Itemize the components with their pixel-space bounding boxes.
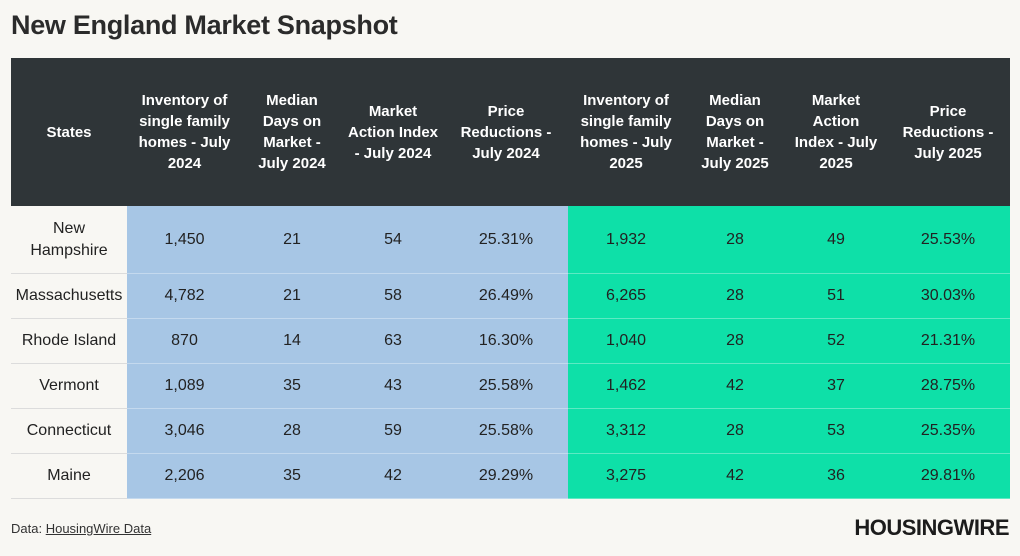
- column-header-7: Market Action Index - July 2025: [786, 58, 886, 206]
- value-cell: 25.35%: [886, 408, 1010, 454]
- value-cell: 28: [684, 273, 786, 319]
- value-cell: 43: [342, 363, 444, 409]
- value-cell: 49: [786, 206, 886, 274]
- table-row: New Hampshire 1,450 21 54 25.31% 1,932 28 49 25.…: [11, 206, 1010, 274]
- value-cell: 53: [786, 408, 886, 454]
- column-header-0: States: [11, 58, 127, 206]
- value-cell: 54: [342, 206, 444, 274]
- state-cell: Maine: [11, 453, 127, 499]
- value-cell: 25.53%: [886, 206, 1010, 274]
- state-cell: Vermont: [11, 363, 127, 409]
- value-cell: 37: [786, 363, 886, 409]
- value-cell: 42: [342, 453, 444, 499]
- value-cell: 28: [684, 318, 786, 364]
- value-cell: 36: [786, 453, 886, 499]
- table-row: Maine 2,206 35 42 29.29% 3,275 42 36 29.81%: [11, 453, 1010, 499]
- value-cell: 21: [242, 273, 342, 319]
- value-cell: 1,462: [568, 363, 684, 409]
- value-cell: 30.03%: [886, 273, 1010, 319]
- source-link[interactable]: HousingWire Data: [45, 521, 152, 536]
- value-cell: 58: [342, 273, 444, 319]
- footer-label: Data:: [11, 521, 43, 536]
- table-row: Vermont 1,089 35 43 25.58% 1,462 42 37 28.75%: [11, 363, 1010, 409]
- table-row: Massachusetts 4,782 21 58 26.49% 6,265 28 51 30.…: [11, 273, 1010, 319]
- data-source: Data: HousingWire Data: [11, 521, 151, 536]
- value-cell: 870: [127, 318, 242, 364]
- value-cell: 51: [786, 273, 886, 319]
- value-cell: 29.81%: [886, 453, 1010, 499]
- value-cell: 26.49%: [444, 273, 568, 319]
- value-cell: 29.29%: [444, 453, 568, 499]
- value-cell: 25.58%: [444, 408, 568, 454]
- header-row: States Inventory of single family homes -…: [11, 58, 1010, 206]
- table-row: Connecticut 3,046 28 59 25.58% 3,312 28 53 25.35…: [11, 408, 1010, 454]
- column-header-4: Price Reductions - July 2024: [444, 58, 568, 206]
- value-cell: 28: [684, 408, 786, 454]
- column-header-2: Median Days on Market - July 2024: [242, 58, 342, 206]
- table-row: Rhode Island 870 14 63 16.30% 1,040 28 52 21.31%: [11, 318, 1010, 364]
- value-cell: 3,312: [568, 408, 684, 454]
- value-cell: 1,932: [568, 206, 684, 274]
- state-cell: New Hampshire: [11, 206, 127, 274]
- value-cell: 28: [684, 206, 786, 274]
- value-cell: 21: [242, 206, 342, 274]
- value-cell: 52: [786, 318, 886, 364]
- value-cell: 14: [242, 318, 342, 364]
- value-cell: 59: [342, 408, 444, 454]
- column-header-1: Inventory of single family homes - July …: [127, 58, 242, 206]
- state-cell: Rhode Island: [11, 318, 127, 364]
- housingwire-logo: HOUSINGWIRE: [854, 515, 1009, 540]
- state-cell: Connecticut: [11, 408, 127, 454]
- column-header-5: Inventory of single family homes - July …: [568, 58, 684, 206]
- column-header-3: Market Action Index - July 2024: [342, 58, 444, 206]
- value-cell: 25.31%: [444, 206, 568, 274]
- column-header-8: Price Reductions - July 2025: [886, 58, 1010, 206]
- value-cell: 3,046: [127, 408, 242, 454]
- value-cell: 16.30%: [444, 318, 568, 364]
- value-cell: 1,040: [568, 318, 684, 364]
- market-table: States Inventory of single family homes -…: [11, 58, 1010, 499]
- value-cell: 2,206: [127, 453, 242, 499]
- value-cell: 21.31%: [886, 318, 1010, 364]
- page-title: New England Market Snapshot: [11, 10, 398, 40]
- value-cell: 3,275: [568, 453, 684, 499]
- value-cell: 63: [342, 318, 444, 364]
- value-cell: 28.75%: [886, 363, 1010, 409]
- value-cell: 35: [242, 453, 342, 499]
- value-cell: 4,782: [127, 273, 242, 319]
- column-header-6: Median Days on Market - July 2025: [684, 58, 786, 206]
- value-cell: 1,089: [127, 363, 242, 409]
- value-cell: 1,450: [127, 206, 242, 274]
- value-cell: 42: [684, 453, 786, 499]
- value-cell: 42: [684, 363, 786, 409]
- value-cell: 6,265: [568, 273, 684, 319]
- value-cell: 28: [242, 408, 342, 454]
- value-cell: 35: [242, 363, 342, 409]
- value-cell: 25.58%: [444, 363, 568, 409]
- state-cell: Massachusetts: [11, 273, 127, 319]
